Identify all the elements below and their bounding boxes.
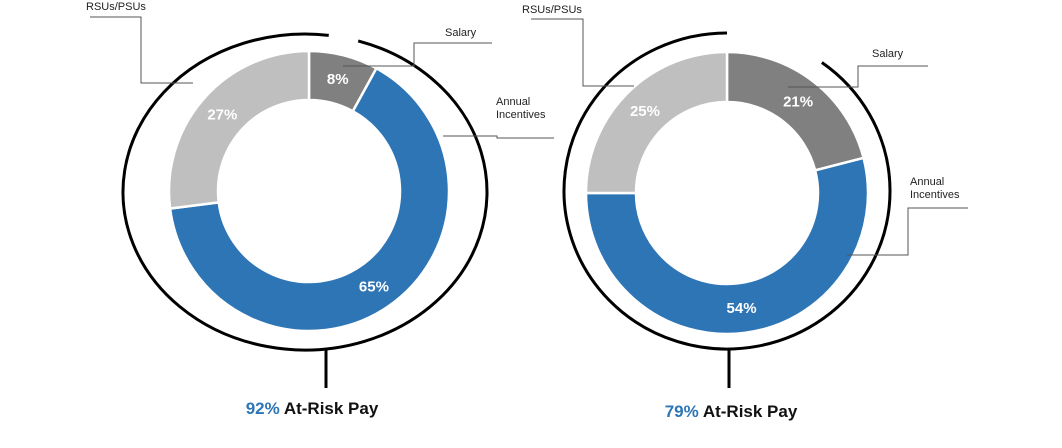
leader-line-rsus-psus — [90, 16, 193, 84]
at-risk-percent: 79% — [665, 402, 703, 421]
category-label-line: RSUs/PSUs — [86, 1, 146, 13]
leader-line-salary — [788, 65, 928, 88]
category-label-rsus-psus: RSUs/PSUs — [86, 1, 146, 13]
data-label-salary: 8% — [327, 71, 349, 88]
slice-annual-incentives — [584, 156, 870, 336]
leader-line-annual-incentives — [443, 135, 554, 139]
at-risk-title: 92% At-Risk Pay — [246, 399, 379, 418]
at-risk-label: At-Risk Pay — [284, 399, 379, 418]
category-label-rsus-psus: RSUs/PSUs — [522, 4, 582, 16]
slice-rsus-psus — [167, 49, 311, 210]
donut-chart-1: 8% 65% 27% Salary Annual Incentives RSUs/PSUs 9… — [86, 1, 554, 418]
at-risk-title: 79% At-Risk Pay — [665, 402, 798, 421]
donut-chart-2: 21% 54% 25% Salary Annual Incentives RSUs/PSUs… — [522, 4, 968, 421]
slice-rsus-psus — [584, 50, 729, 195]
data-label-annual-incentives: 65% — [359, 279, 389, 296]
category-label-annual-incentives: Annual Incentives — [910, 176, 960, 201]
slice-annual-incentives — [168, 66, 451, 333]
category-label-salary: Salary — [872, 48, 904, 60]
at-risk-bracket — [121, 32, 489, 352]
category-label-salary: Salary — [445, 27, 477, 39]
data-label-salary: 21% — [783, 93, 813, 110]
category-label-line: Annual — [910, 176, 944, 188]
at-risk-percent: 92% — [246, 399, 284, 418]
slice-salary — [725, 50, 866, 172]
leader-line-salary — [343, 42, 492, 67]
category-label-line: Incentives — [496, 109, 546, 121]
at-risk-bracket — [562, 31, 892, 351]
category-label-line: Salary — [872, 48, 904, 60]
category-label-line: Annual — [496, 96, 530, 108]
data-label-rsus-psus: 25% — [630, 103, 660, 120]
leader-line-annual-incentives — [847, 207, 968, 256]
category-label-annual-incentives: Annual Incentives — [496, 96, 546, 121]
category-label-line: RSUs/PSUs — [522, 4, 582, 16]
category-label-line: Incentives — [910, 189, 960, 201]
leader-line-rsus-psus — [531, 18, 634, 87]
category-label-line: Salary — [445, 27, 477, 39]
data-label-annual-incentives: 54% — [727, 300, 757, 317]
data-label-rsus-psus: 27% — [207, 107, 237, 124]
at-risk-label: At-Risk Pay — [703, 402, 798, 421]
